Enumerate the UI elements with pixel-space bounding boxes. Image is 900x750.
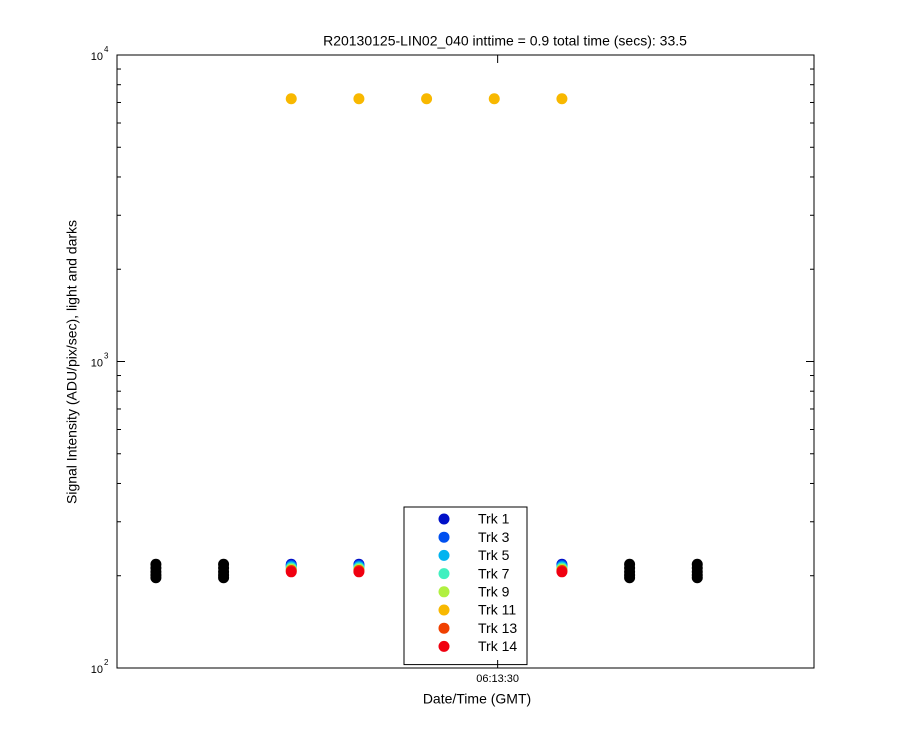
y-tick-label: 10 (91, 664, 103, 676)
legend-label: Trk 14 (478, 638, 517, 654)
point (353, 93, 365, 105)
point (353, 566, 365, 578)
point (421, 93, 433, 105)
y-tick-label: 10 (91, 51, 103, 63)
point (150, 572, 162, 584)
point (218, 572, 230, 584)
chart-title: R20130125-LIN02_040 inttime = 0.9 total … (323, 33, 687, 49)
point (285, 93, 297, 105)
legend-label: Trk 1 (478, 511, 510, 527)
legend-label: Trk 3 (478, 529, 510, 545)
legend-label: Trk 13 (478, 620, 517, 636)
point (556, 566, 568, 578)
legend-marker (438, 531, 450, 543)
legend-marker (438, 568, 450, 580)
legend: Trk 1 Trk 3 Trk 5 Trk 7 Trk 9 Trk 11 Trk 13 Trk… (403, 506, 528, 666)
legend-label: Trk 9 (478, 584, 510, 600)
point (691, 572, 703, 584)
legend-marker (438, 549, 450, 561)
point (285, 566, 297, 578)
legend-marker (438, 513, 450, 525)
point (624, 572, 636, 584)
legend-label: Trk 5 (478, 547, 510, 563)
point (488, 93, 500, 105)
y-tick-label: 10 (91, 357, 103, 369)
legend-marker (438, 622, 450, 634)
x-axis-label: Date/Time (GMT) (423, 691, 531, 707)
legend-label: Trk 7 (478, 565, 510, 581)
legend-marker (438, 604, 450, 616)
point (556, 93, 568, 105)
y-tick-exponent: 4 (104, 45, 109, 54)
legend-label: Trk 11 (478, 602, 516, 618)
y-axis-label: Signal Intensity (ADU/pix/sec), light an… (64, 220, 80, 504)
x-tick-label: 06:13:30 (476, 673, 519, 685)
legend-marker (438, 586, 450, 598)
legend-marker (438, 640, 450, 652)
y-tick-exponent: 2 (104, 658, 109, 667)
y-tick-exponent: 3 (104, 352, 109, 361)
legend-box (403, 506, 528, 666)
